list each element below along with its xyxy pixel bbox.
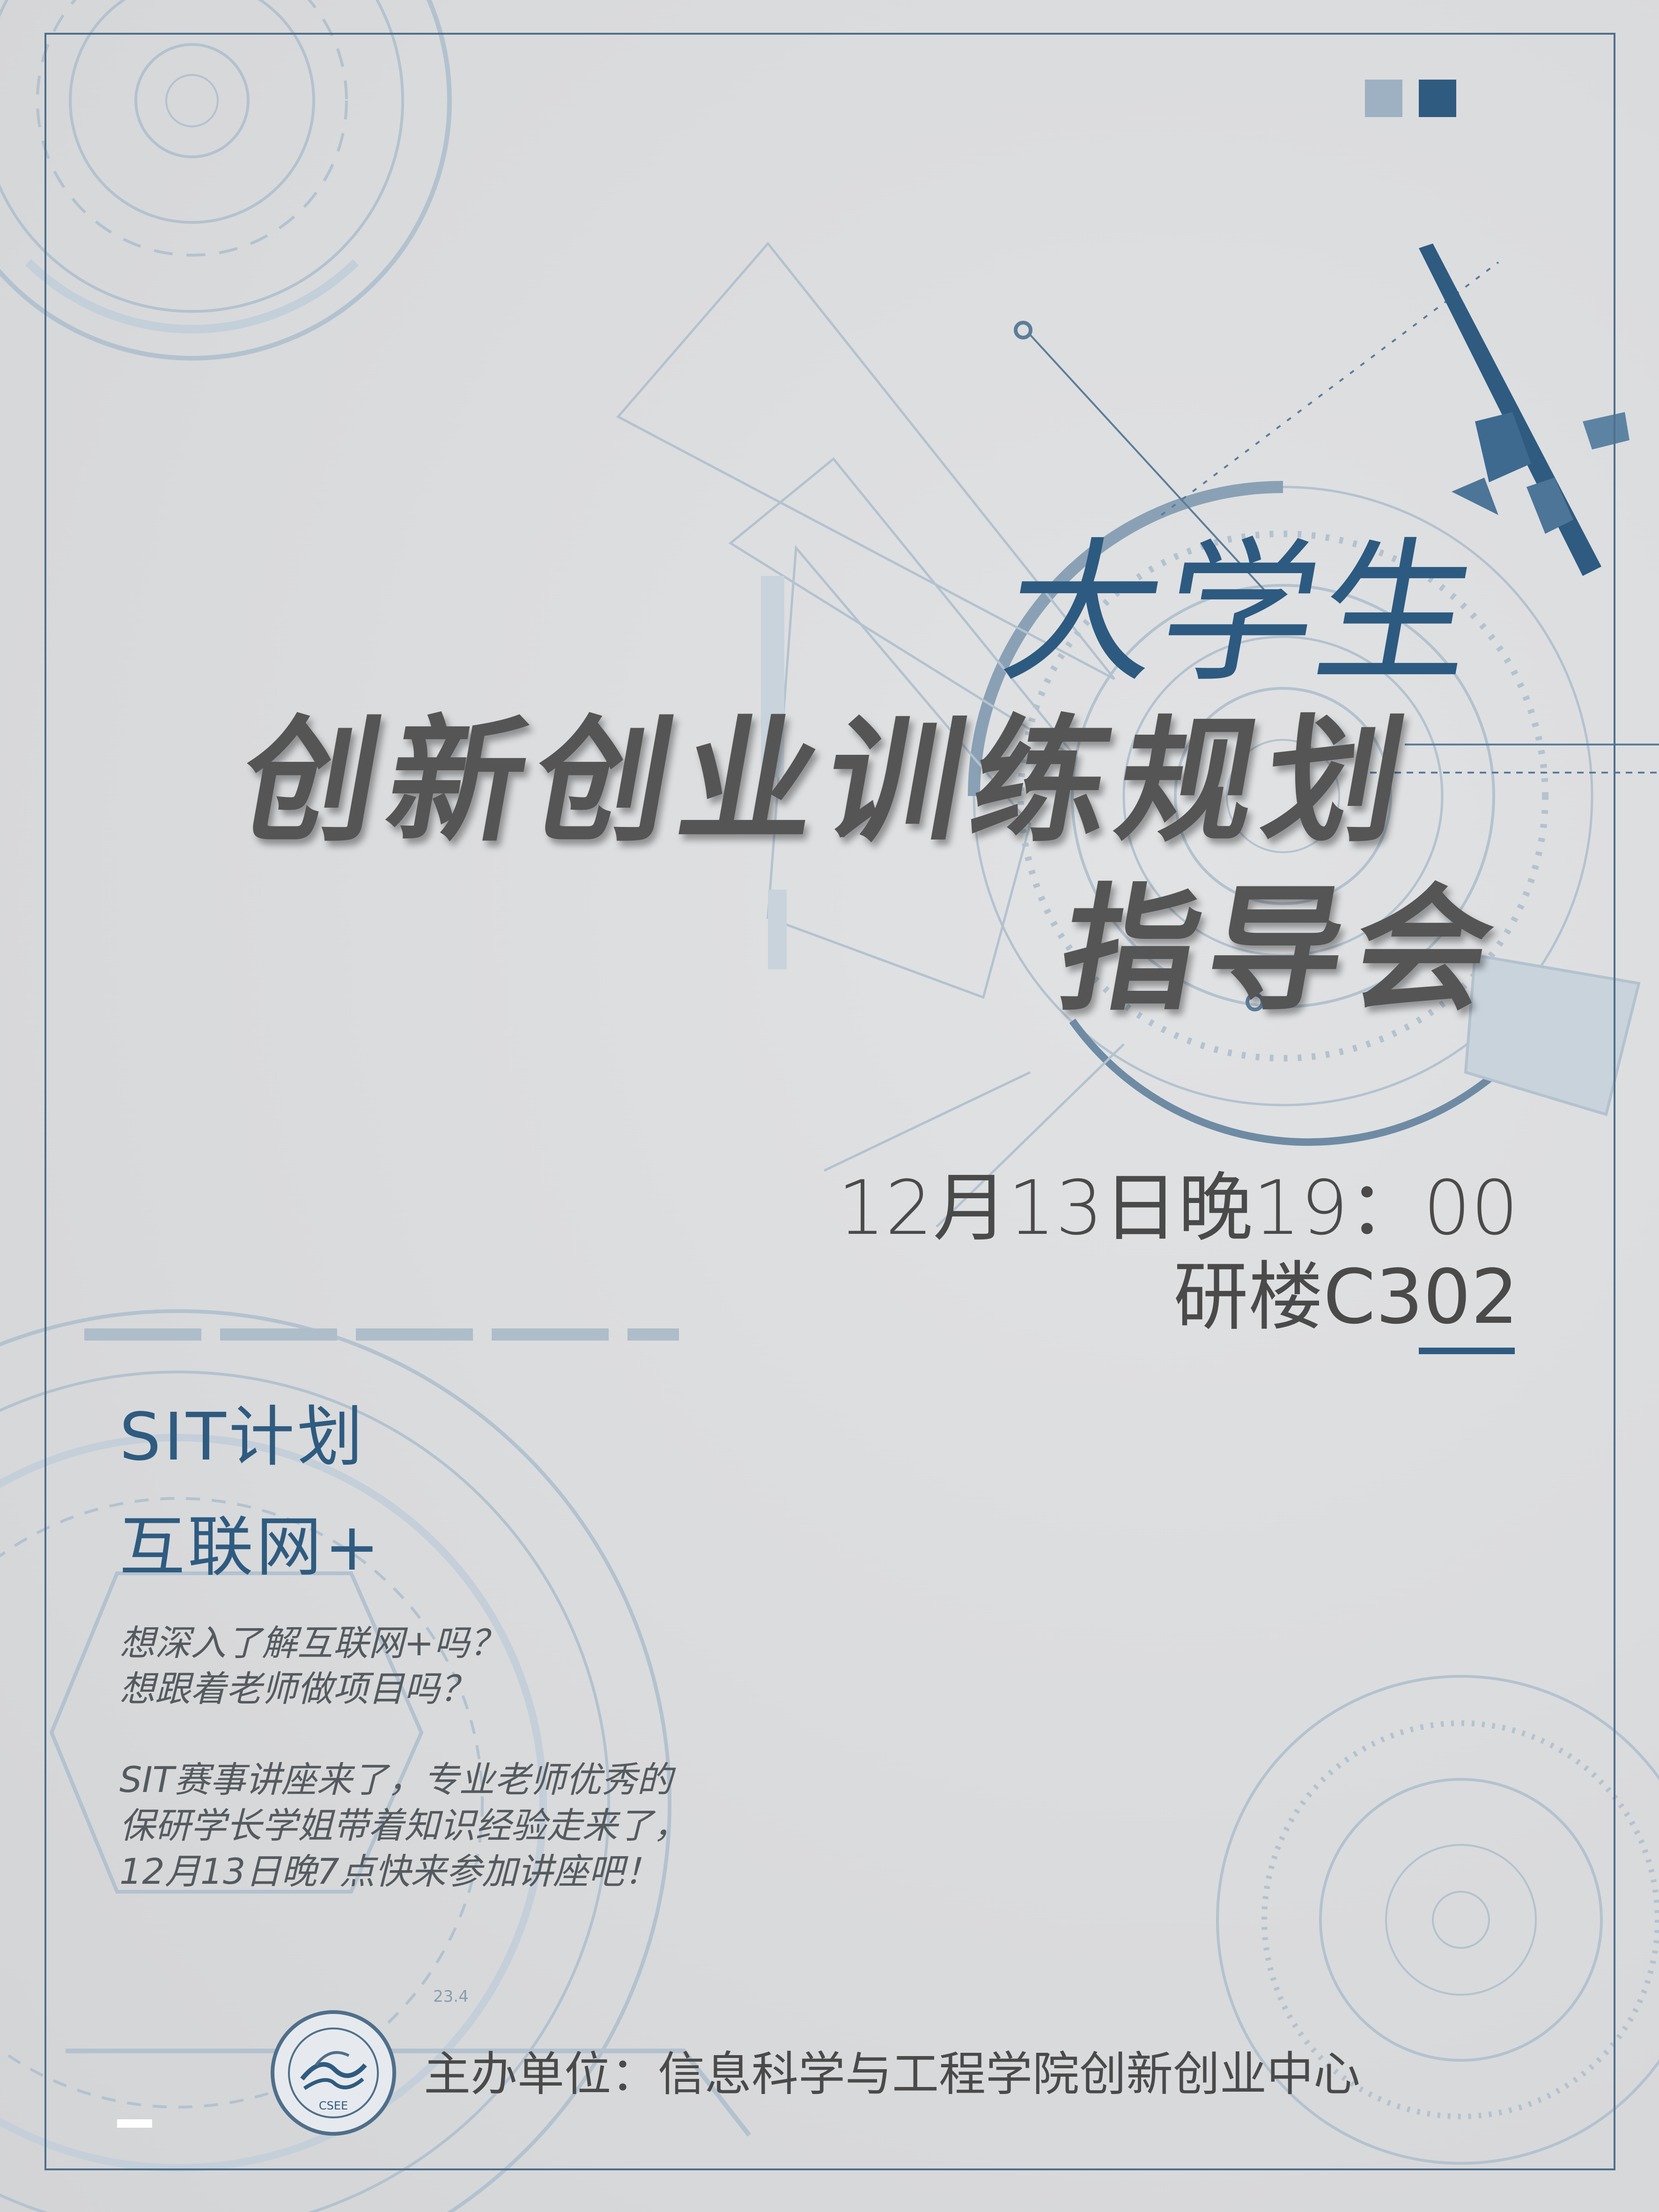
description-line: 保研学长学姐带着知识经验走来了， [119, 1805, 689, 1846]
logo-abbr: CSEE [319, 2099, 348, 2112]
description: 想深入了解互联网+吗？ 想跟着老师做项目吗？ SIT赛事讲座来了，专业老师优秀的… [119, 1620, 915, 1895]
description-line: SIT赛事讲座来了，专业老师优秀的 [119, 1759, 673, 1800]
white-dash-mark [117, 2119, 152, 2128]
description-line: 12月13日晚7点快来参加讲座吧！ [119, 1851, 660, 1892]
event-datetime: 12月13日晚19：00 [837, 1164, 1519, 1252]
tag-internet-plus: 互联网+ [119, 1509, 383, 1585]
poster-frame [44, 33, 1615, 2170]
decor-square-light [1365, 80, 1402, 117]
description-line: 想深入了解互联网+吗？ [119, 1622, 505, 1664]
title-line-3: 指导会 [1049, 871, 1515, 1029]
location-underline [1419, 1348, 1515, 1354]
college-seal-logo-icon: CSEE [271, 2010, 396, 2136]
decor-square-dark [1419, 80, 1456, 117]
hud-label: 23.4 [433, 1987, 469, 2006]
description-line: 想跟着老师做项目吗？ [119, 1668, 475, 1710]
paragraph-gap [119, 1712, 915, 1757]
event-location: 研楼C302 [1173, 1253, 1519, 1341]
title-line-2: 创新创业训练规划 [229, 703, 1426, 861]
tag-sit-plan: SIT计划 [119, 1399, 366, 1475]
title-line-1: 大学生 [991, 524, 1492, 703]
host-organization: 主办单位：信息科学与工程学院创新创业中心 [424, 2047, 1360, 2101]
